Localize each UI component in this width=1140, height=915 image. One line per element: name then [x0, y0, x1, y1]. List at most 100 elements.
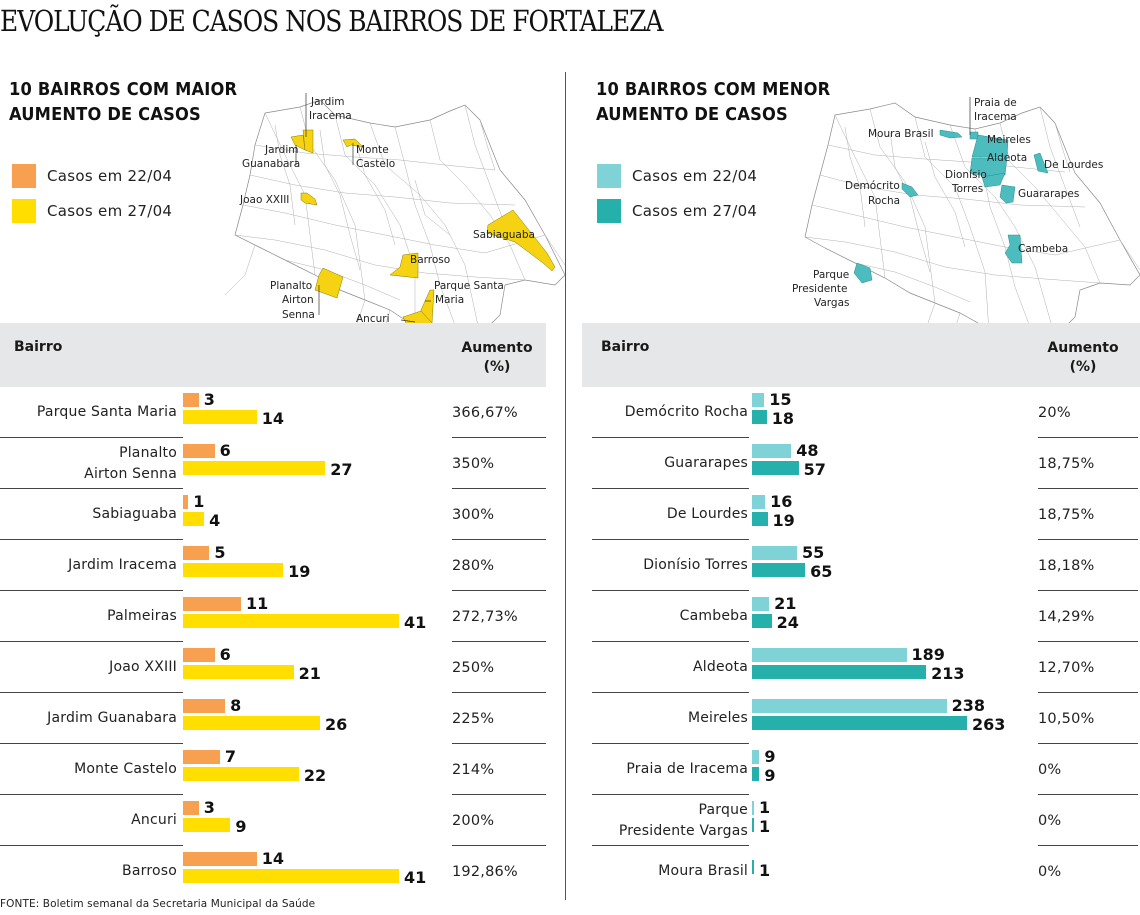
- aumento-value: 350%: [452, 455, 495, 472]
- bar-22-04: [183, 597, 241, 611]
- map-label-aldeota: Aldeota: [987, 152, 1027, 164]
- map-label-parque-presidente-vargas: Presidente: [792, 283, 847, 295]
- aumento-value: 12,70%: [1038, 659, 1095, 676]
- table-row: Sabiaguaba 1 4 300%: [0, 489, 546, 540]
- bairro-name: Planalto Airton Senna: [0, 438, 183, 489]
- map-label-planalto: Senna: [282, 309, 315, 321]
- row-divider: [1038, 845, 1138, 846]
- bar-22-04: [183, 801, 199, 815]
- map-label-joao-xxiii: Joao XXIII: [239, 194, 289, 206]
- map-label-planalto: Airton: [282, 294, 314, 306]
- row-divider: [452, 488, 546, 489]
- aumento-value: 192,86%: [452, 863, 518, 880]
- panel-divider: [565, 72, 566, 900]
- value-label-22-04: 7: [224, 747, 237, 766]
- map-label-guararapes: Guararapes: [1018, 188, 1079, 200]
- bairro-name: Moura Brasil: [582, 846, 754, 897]
- bairro-name-line: Sabiaguaba: [92, 506, 177, 522]
- bairro-name-line: Monte Castelo: [74, 761, 177, 777]
- legend-label: Casos em 27/04: [47, 201, 173, 220]
- row-divider: [0, 539, 183, 540]
- value-label-27-04: 57: [803, 460, 826, 479]
- bar-27-04: [752, 563, 806, 577]
- table-row: Meireles 238 263 10,50%: [582, 693, 1140, 744]
- aumento-value: 0%: [1038, 761, 1062, 778]
- value-label-27-04: 26: [324, 715, 348, 734]
- row-divider: [0, 794, 183, 795]
- value-label-22-04: 3: [203, 390, 215, 409]
- row-divider: [592, 437, 749, 438]
- map-label-jardim-iracema: Jardim: [310, 96, 344, 108]
- value-label-22-04: 9: [764, 747, 776, 766]
- district-praia-de-iracema: [969, 131, 979, 140]
- row-divider: [0, 641, 183, 642]
- aumento-value: 18,75%: [1038, 455, 1095, 472]
- table-header: Bairro Aumento (%): [0, 323, 546, 387]
- district-barroso: [389, 252, 419, 279]
- fortaleza-map: Jardim Iracema Jardim Guanabara Monte Ca…: [224, 85, 566, 361]
- value-label-27-04: 18: [771, 409, 794, 428]
- row-divider: [452, 590, 546, 591]
- column-header-aumento: Aumento (%): [1038, 339, 1128, 377]
- table-row: Parque Presidente Vargas 1 1 0%: [582, 795, 1140, 846]
- map-label-parque-santa-maria: Parque Santa: [434, 280, 504, 292]
- map-label-monte-castelo: Monte: [356, 144, 389, 156]
- value-label-27-04: 65: [810, 562, 833, 581]
- map-label-praia-de-iracema: Praia de: [974, 97, 1017, 109]
- legend-label: Casos em 22/04: [47, 166, 173, 185]
- source-footer: FONTE: Boletim semanal da Secretaria Mun…: [0, 898, 316, 910]
- bairro-name: Parque Santa Maria: [0, 387, 183, 438]
- aumento-value: 225%: [452, 710, 495, 727]
- value-label-27-04: 22: [303, 766, 327, 785]
- table-row: Joao XXIII 6 21 250%: [0, 642, 546, 693]
- row-divider: [0, 743, 183, 744]
- value-label-27-04: 41: [404, 613, 427, 632]
- row-divider: [0, 437, 183, 438]
- table-rows: Parque Santa Maria 3 14 366,67% Planalto Airt…: [0, 387, 546, 897]
- map-label-jardim-guanabara: Guanabara: [242, 158, 300, 170]
- bairro-name-line: Ancuri: [131, 812, 177, 828]
- bar-27-04: [183, 512, 205, 526]
- bairro-name-line: Moura Brasil: [658, 863, 748, 879]
- bar-22-04: [183, 750, 220, 764]
- value-label-22-04: 3: [203, 798, 215, 817]
- bar-27-04: [183, 716, 320, 730]
- map-label-sabiaguaba: Sabiaguaba: [473, 229, 535, 241]
- map-label-moura-brasil: Moura Brasil: [868, 128, 934, 140]
- column-header-aumento-line1: Aumento: [461, 340, 533, 356]
- bar-22-04: [183, 648, 215, 662]
- aumento-value: 10,50%: [1038, 710, 1095, 727]
- map-label-dionisio-torres: Torres: [951, 183, 983, 195]
- bairro-name-line: Barroso: [122, 863, 177, 879]
- bairro-name-line: Demócrito Rocha: [624, 404, 748, 420]
- bairro-name: Demócrito Rocha: [582, 387, 754, 438]
- aumento-value: 18,18%: [1038, 557, 1095, 574]
- aumento-value: 366,67%: [452, 404, 518, 421]
- table-header: Bairro Aumento (%): [582, 323, 1140, 387]
- table-row: Jardim Guanabara 8 26 225%: [0, 693, 546, 744]
- row-divider: [0, 488, 183, 489]
- bar-22-04: [752, 699, 947, 713]
- table-row: Dionísio Torres 55 65 18,18%: [582, 540, 1140, 591]
- bairro-name-line: Guararapes: [664, 455, 748, 471]
- row-divider: [1038, 437, 1138, 438]
- district-meireles: [971, 134, 1009, 158]
- bar-27-04: [183, 410, 257, 424]
- row-divider: [452, 437, 546, 438]
- map-label-meireles: Meireles: [987, 134, 1031, 146]
- district-jardim-guanabara: [290, 134, 306, 151]
- value-label-22-04: 238: [951, 696, 985, 715]
- map-label-praia-de-iracema: Iracema: [974, 111, 1017, 123]
- value-label-22-04: 11: [245, 594, 269, 613]
- row-divider: [1038, 794, 1138, 795]
- aumento-value: 18,75%: [1038, 506, 1095, 523]
- bairro-name: Sabiaguaba: [0, 489, 183, 540]
- table-row: Cambeba 21 24 14,29%: [582, 591, 1140, 642]
- bairro-name: Meireles: [582, 693, 754, 744]
- district-moura-brasil: [939, 129, 963, 139]
- bar-22-04: [183, 852, 257, 866]
- row-divider: [452, 641, 546, 642]
- row-divider: [592, 743, 749, 744]
- row-divider: [452, 845, 546, 846]
- row-divider: [452, 743, 546, 744]
